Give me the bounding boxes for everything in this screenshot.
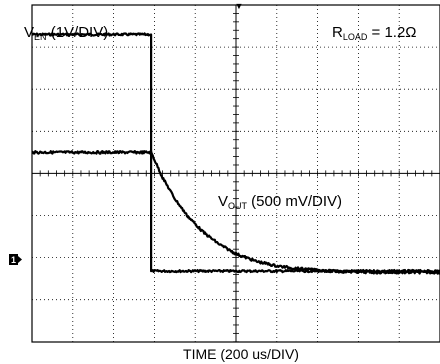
trigger-marker: ▼: [235, 1, 244, 11]
traces: [31, 32, 440, 275]
rload-label: RLOAD = 1.2Ω: [332, 24, 417, 42]
ground-marker: 1: [9, 254, 22, 265]
trace-vout: [31, 150, 440, 275]
ven-label: VEN (1V/DIV): [24, 24, 108, 42]
trace-ven: [31, 32, 440, 274]
graticule: [31, 4, 440, 343]
vout-label: VOUT (500 mV/DIV): [218, 193, 342, 211]
x-axis-label: TIME (200 us/DIV): [183, 346, 299, 362]
svg-text:1: 1: [11, 255, 16, 265]
